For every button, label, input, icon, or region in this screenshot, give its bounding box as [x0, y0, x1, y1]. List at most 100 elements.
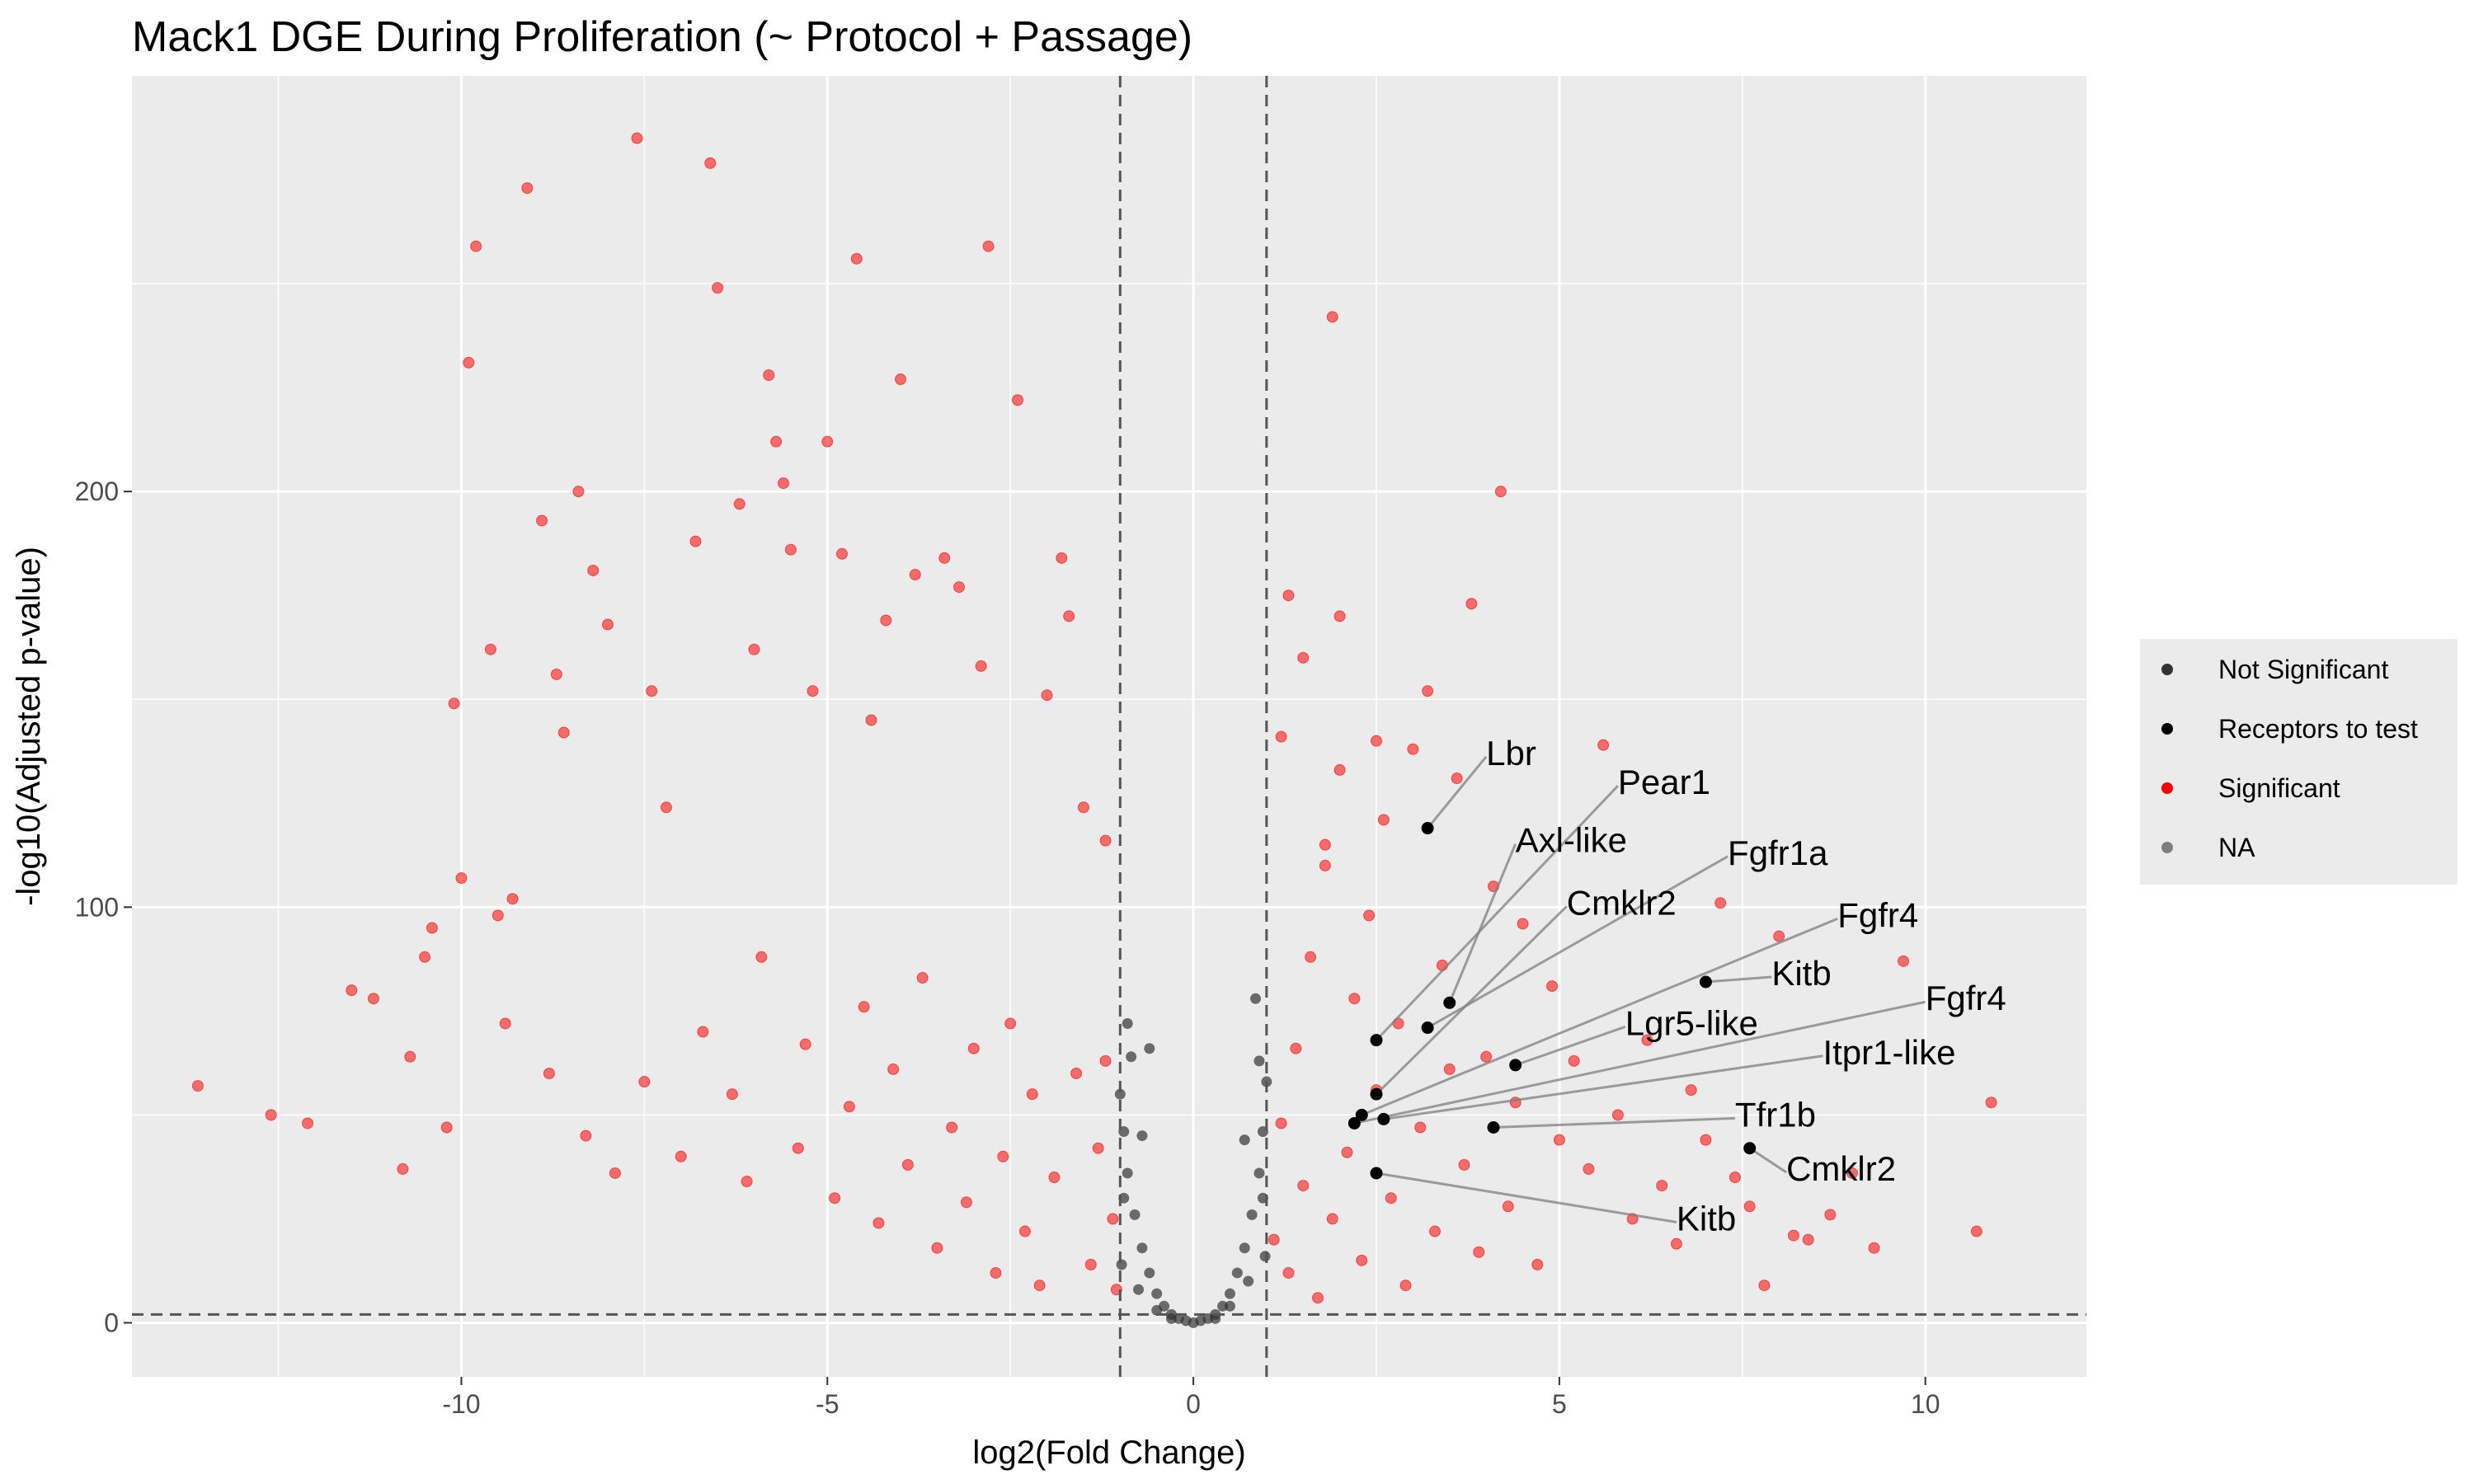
significant-point — [506, 893, 519, 905]
not-significant-point — [1253, 1055, 1265, 1067]
significant-point — [1546, 980, 1559, 993]
significant-point — [346, 984, 358, 997]
significant-point — [1341, 1146, 1353, 1158]
significant-point — [1363, 909, 1376, 922]
not-significant-points — [1114, 993, 1272, 1328]
significant-point — [1729, 1172, 1741, 1184]
receptor-point — [1370, 1167, 1383, 1180]
significant-point — [1290, 1042, 1302, 1054]
significant-point — [1012, 394, 1024, 406]
legend-marker — [2161, 664, 2173, 675]
significant-point — [1451, 773, 1463, 785]
significant-point — [1056, 552, 1068, 564]
not-significant-point — [1114, 1088, 1126, 1100]
label-connector — [1375, 905, 1568, 1096]
significant-point — [799, 1038, 811, 1050]
significant-point — [631, 132, 643, 144]
receptor-point — [1443, 996, 1456, 1009]
receptor-label: Cmklr2 — [1786, 1149, 1896, 1188]
significant-point — [1311, 1292, 1324, 1304]
significant-point — [1033, 1280, 1046, 1292]
significant-point — [580, 1129, 592, 1142]
significant-point — [302, 1117, 314, 1129]
not-significant-point — [1165, 1313, 1177, 1324]
significant-point — [1377, 814, 1390, 826]
significant-point — [1099, 834, 1112, 847]
legend: Not Significant Receptors to test Signific… — [2140, 639, 2458, 885]
label-connector — [1493, 1116, 1735, 1129]
significant-point — [638, 1076, 651, 1088]
not-significant-point — [1136, 1130, 1148, 1142]
significant-point — [997, 1150, 1009, 1162]
significant-point — [1282, 1266, 1295, 1279]
significant-point — [704, 157, 717, 169]
significant-point — [1494, 486, 1507, 498]
significant-point — [938, 552, 951, 564]
significant-point — [733, 498, 745, 510]
receptor-point — [1421, 1021, 1434, 1035]
significant-point — [909, 568, 921, 580]
significant-point — [1348, 993, 1361, 1005]
receptor-label: Fgfr4 — [1926, 979, 2006, 1017]
significant-point — [1275, 730, 1287, 743]
significant-point — [1319, 859, 1331, 871]
significant-point — [1583, 1162, 1595, 1175]
significant-point — [1597, 739, 1610, 751]
not-significant-point — [1246, 1209, 1258, 1220]
significant-point — [543, 1067, 555, 1079]
x-tick-label: 5 — [1552, 1389, 1567, 1419]
significant-point — [1319, 838, 1331, 851]
significant-point — [1846, 1167, 1858, 1179]
significant-point — [960, 1196, 972, 1209]
label-connector — [1376, 1172, 1677, 1223]
significant-point — [1802, 1233, 1814, 1246]
significant-point — [470, 240, 482, 252]
receptor-label: Lgr5-like — [1625, 1003, 1758, 1042]
significant-point — [946, 1121, 958, 1134]
not-significant-point — [1151, 1304, 1163, 1316]
not-significant-point — [1133, 1284, 1145, 1295]
significant-point — [741, 1176, 753, 1188]
plot-panel — [132, 76, 2086, 1377]
significant-point — [1107, 1213, 1119, 1225]
receptor-label: Fgfr1a — [1728, 834, 1828, 872]
legend-marker — [2161, 782, 2173, 794]
significant-point — [1465, 598, 1478, 610]
significant-point — [770, 435, 783, 448]
grid-major — [132, 76, 2086, 1377]
significant-point — [1326, 311, 1338, 323]
x-tick-label: 0 — [1186, 1389, 1201, 1419]
significant-point — [1048, 1172, 1061, 1184]
significant-point — [440, 1121, 453, 1134]
significant-point — [1517, 918, 1529, 930]
significant-point — [1018, 1225, 1031, 1237]
significant-point — [587, 564, 600, 576]
receptor-point — [1370, 1034, 1383, 1047]
receptor-point — [1421, 822, 1434, 835]
significant-point — [1305, 951, 1317, 963]
significant-point — [265, 1109, 277, 1121]
not-significant-point — [1224, 1300, 1235, 1312]
significant-point — [1611, 1109, 1624, 1121]
significant-point — [887, 1063, 900, 1075]
significant-point — [572, 486, 585, 498]
significant-point — [1656, 1180, 1668, 1192]
significant-point — [1414, 1121, 1427, 1134]
legend-marker — [2161, 842, 2173, 853]
receptor-point — [1377, 1112, 1390, 1125]
not-significant-point — [1151, 1288, 1163, 1299]
significant-point — [843, 1101, 855, 1113]
significant-point — [1743, 1200, 1756, 1213]
plot-title: Mack1 DGE During Proliferation (~ Protoc… — [132, 13, 1192, 61]
significant-point — [712, 282, 724, 294]
receptor-label: Axl-like — [1516, 821, 1627, 860]
significant-point — [1985, 1097, 1997, 1109]
significant-point — [1787, 1229, 1799, 1242]
significant-points — [191, 132, 1997, 1304]
significant-point — [1531, 1258, 1544, 1270]
significant-point — [880, 614, 892, 627]
significant-point — [865, 714, 877, 726]
significant-point — [792, 1142, 804, 1154]
significant-point — [419, 951, 431, 963]
